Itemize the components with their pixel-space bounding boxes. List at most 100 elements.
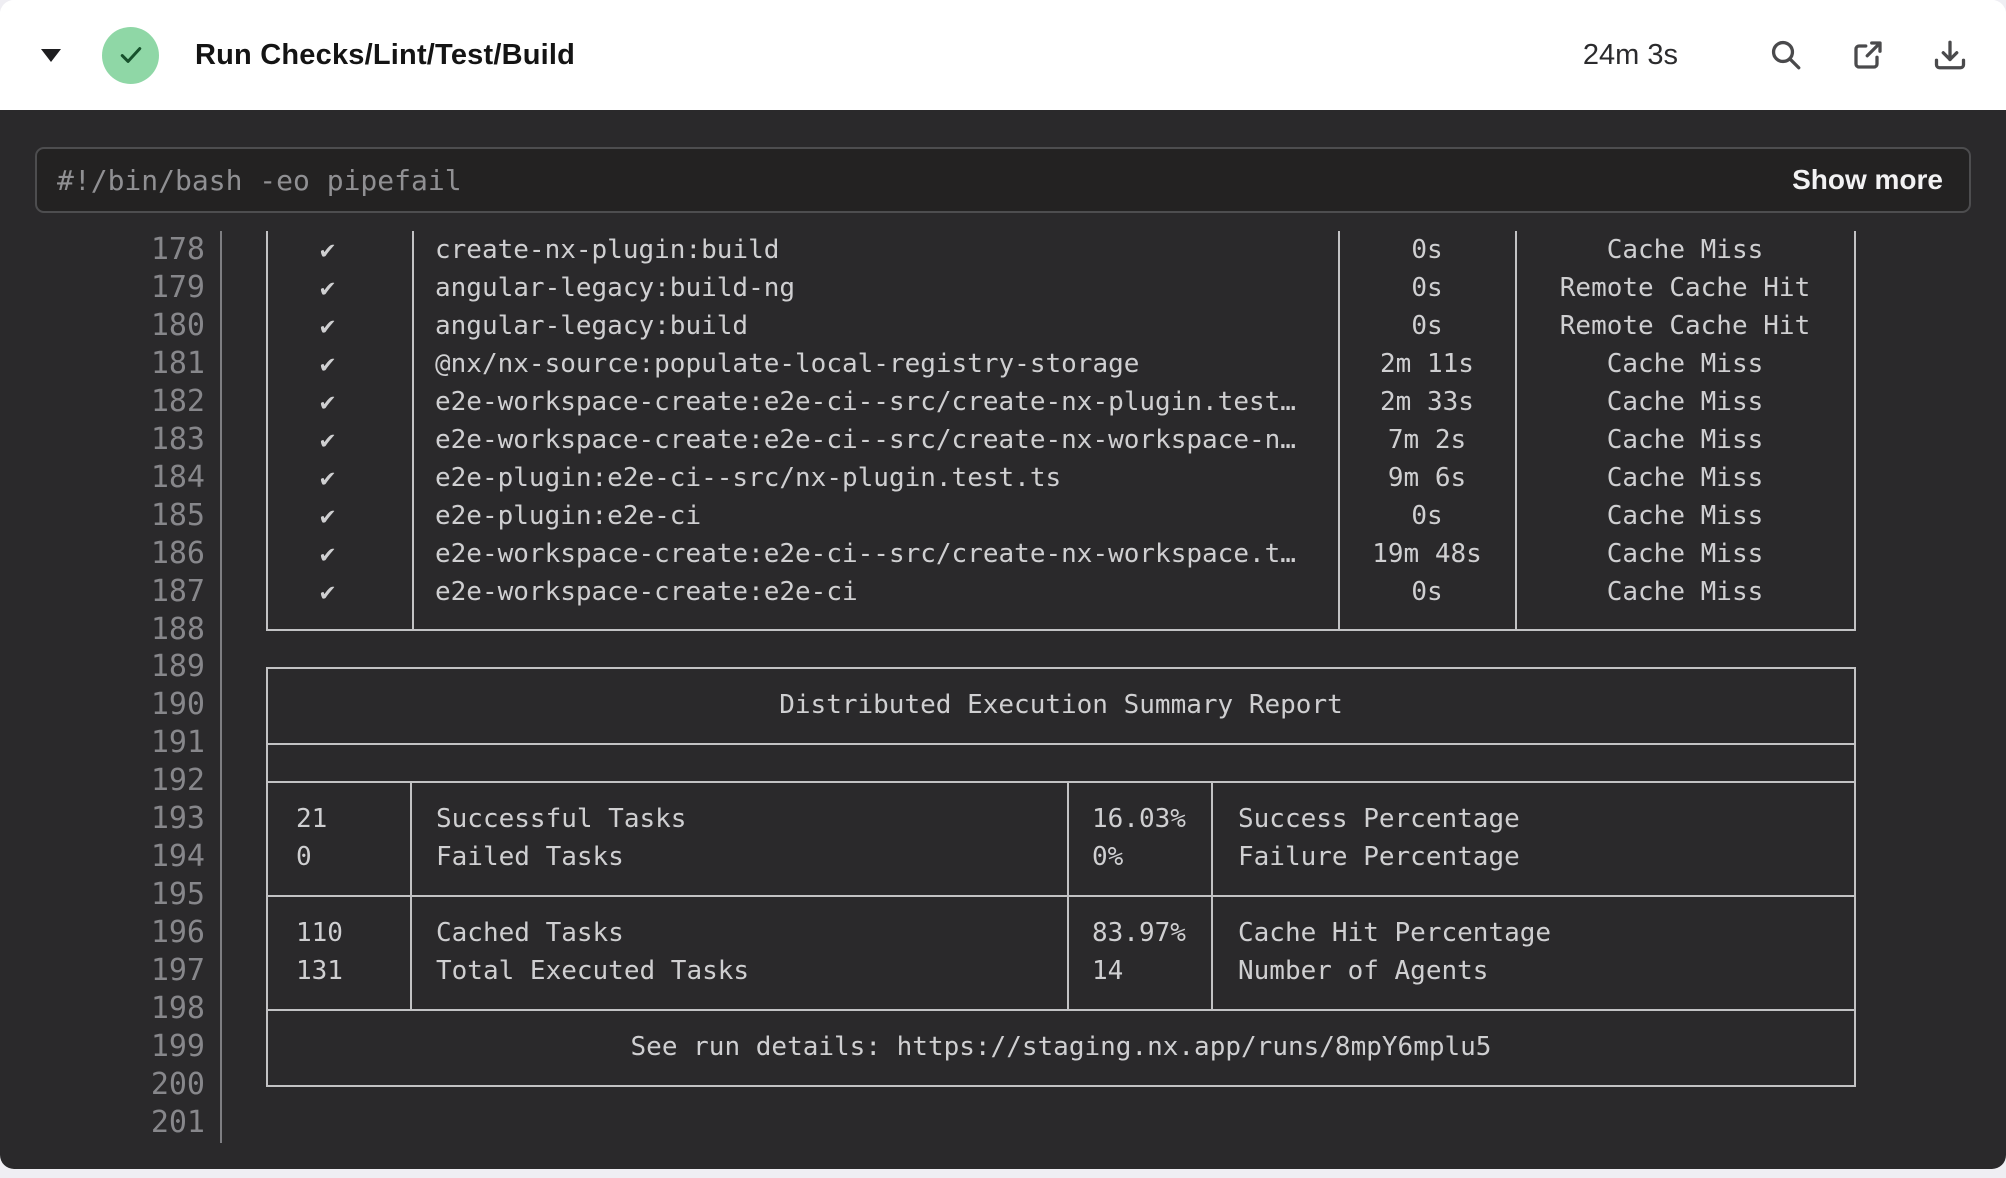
line-number: 188 — [150, 611, 205, 647]
summary-percentage: 16.03% — [1092, 804, 1186, 834]
task-duration: 0s — [1411, 576, 1443, 607]
task-row: ✔ angular-legacy:build-ng 0s Remote Cache H… — [0, 269, 2006, 307]
summary-percentage: 14 — [1092, 956, 1124, 986]
task-name: e2e-workspace-create:e2e-ci--src/create-… — [435, 386, 1296, 417]
table-border-line — [266, 667, 1856, 669]
caret-down-icon — [41, 48, 61, 62]
table-border-line — [266, 743, 1856, 745]
task-success-check-icon: ✔ — [320, 462, 336, 492]
summary-value: 131 — [296, 956, 343, 986]
download-icon — [1934, 40, 1966, 70]
line-number: 191 — [150, 725, 205, 761]
task-success-check-icon: ✔ — [320, 538, 336, 568]
line-number: 178 — [150, 232, 205, 267]
task-cache-status: Cache Miss — [1606, 500, 1764, 531]
table-border-line — [412, 231, 414, 629]
line-number: 179 — [150, 269, 205, 305]
line-number: 192 — [150, 763, 205, 799]
summary-row: 110 Cached Tasks 83.97% Cache Hit Percen… — [0, 914, 2006, 952]
table-border-line — [266, 781, 1856, 783]
line-number: 183 — [150, 421, 205, 457]
task-row: ✔ e2e-workspace-create:e2e-ci--src/create… — [0, 421, 2006, 459]
run-details-link: See run details: https://staging.nx.app/… — [630, 1032, 1492, 1062]
task-name: e2e-plugin:e2e-ci--src/nx-plugin.test.ts — [435, 462, 1062, 493]
table-border-line — [1338, 231, 1340, 629]
table-border-line — [266, 231, 268, 629]
open-external-button[interactable] — [1848, 35, 1888, 75]
task-success-check-icon: ✔ — [320, 576, 336, 606]
task-duration: 0s — [1411, 500, 1443, 531]
command-bar: #!/bin/bash -eo pipefail Show more — [35, 147, 1971, 213]
line-number: 184 — [150, 459, 205, 495]
download-log-button[interactable] — [1930, 35, 1970, 75]
summary-percentage-label: Failure Percentage — [1238, 842, 1520, 872]
gutter-divider — [220, 231, 222, 1143]
line-number: 200 — [150, 1066, 205, 1102]
summary-value: 0 — [296, 842, 312, 872]
task-duration: 9m 6s — [1387, 462, 1467, 493]
check-icon — [120, 47, 141, 63]
line-number: 198 — [150, 991, 205, 1026]
task-row: ✔ e2e-plugin:e2e-ci--src/nx-plugin.test.t… — [0, 459, 2006, 497]
table-border-line — [266, 1085, 1856, 1087]
line-number: 194 — [150, 839, 205, 875]
line-number: 199 — [150, 1028, 205, 1064]
line-number: 196 — [150, 915, 205, 951]
line-number: 189 — [150, 649, 205, 685]
task-row: ✔ e2e-workspace-create:e2e-ci--src/create… — [0, 383, 2006, 421]
task-cache-status: Cache Miss — [1606, 235, 1764, 265]
line-number: 180 — [150, 307, 205, 343]
task-name: create-nx-plugin:build — [435, 235, 780, 265]
task-success-check-icon: ✔ — [320, 500, 336, 530]
step-duration: 24m 3s — [1582, 38, 1678, 71]
summary-label: Cached Tasks — [436, 918, 624, 948]
task-success-check-icon: ✔ — [320, 310, 336, 340]
terminal-output: #!/bin/bash -eo pipefail Show more 178 17… — [0, 110, 2006, 1169]
summary-percentage-label: Success Percentage — [1238, 804, 1520, 834]
task-name: e2e-workspace-create:e2e-ci--src/create-… — [435, 424, 1296, 455]
task-success-check-icon: ✔ — [320, 424, 336, 454]
status-badge — [102, 26, 159, 84]
task-row: ✔ angular-legacy:build 0s Remote Cache Hit — [0, 307, 2006, 345]
task-duration: 19m 48s — [1372, 538, 1482, 569]
search-button[interactable] — [1766, 35, 1806, 75]
table-border-line — [266, 1009, 1856, 1011]
table-border-line — [1854, 231, 1856, 629]
line-number: 187 — [150, 573, 205, 609]
task-name: e2e-workspace-create:e2e-ci--src/create-… — [435, 538, 1296, 569]
line-number: 193 — [150, 801, 205, 837]
table-border-line — [266, 629, 1856, 631]
show-more-button[interactable]: Show more — [1792, 164, 1943, 195]
step-header: Run Checks/Lint/Test/Build 24m 3s — [0, 0, 2006, 110]
task-cache-status: Remote Cache Hit — [1559, 272, 1811, 303]
task-cache-status: Cache Miss — [1606, 348, 1764, 379]
summary-percentage-label: Number of Agents — [1238, 956, 1489, 986]
task-duration: 0s — [1411, 310, 1443, 341]
task-name: @nx/nx-source:populate-local-registry-st… — [435, 348, 1140, 379]
line-number: 195 — [150, 877, 205, 913]
summary-label: Successful Tasks — [436, 804, 687, 834]
task-cache-status: Cache Miss — [1606, 386, 1764, 417]
task-row: ✔ e2e-workspace-create:e2e-ci 0s Cache Miss — [0, 573, 2006, 611]
table-border-line — [1854, 667, 1856, 1085]
summary-row: 131 Total Executed Tasks 14 Number of Ag… — [0, 952, 2006, 990]
line-number: 186 — [150, 535, 205, 571]
open-external-icon — [1854, 41, 1882, 69]
collapse-step-button[interactable] — [40, 44, 62, 66]
task-cache-status: Cache Miss — [1606, 538, 1764, 569]
summary-value: 21 — [296, 804, 328, 834]
line-number: 181 — [150, 345, 205, 381]
task-row: ✔ create-nx-plugin:build 0s Cache Miss — [0, 231, 2006, 269]
task-row: ✔ @nx/nx-source:populate-local-registry-s… — [0, 345, 2006, 383]
task-cache-status: Cache Miss — [1606, 576, 1764, 607]
summary-row: 21 Successful Tasks 16.03% Success Perce… — [0, 800, 2006, 838]
task-success-check-icon: ✔ — [320, 235, 336, 264]
table-border-line — [266, 667, 268, 1085]
task-cache-status: Cache Miss — [1606, 462, 1764, 493]
line-number: 197 — [150, 953, 205, 989]
task-success-check-icon: ✔ — [320, 386, 336, 416]
summary-percentage-label: Cache Hit Percentage — [1238, 918, 1552, 948]
table-border-line — [266, 895, 1856, 897]
task-duration: 0s — [1411, 272, 1443, 303]
line-number: 185 — [150, 497, 205, 533]
